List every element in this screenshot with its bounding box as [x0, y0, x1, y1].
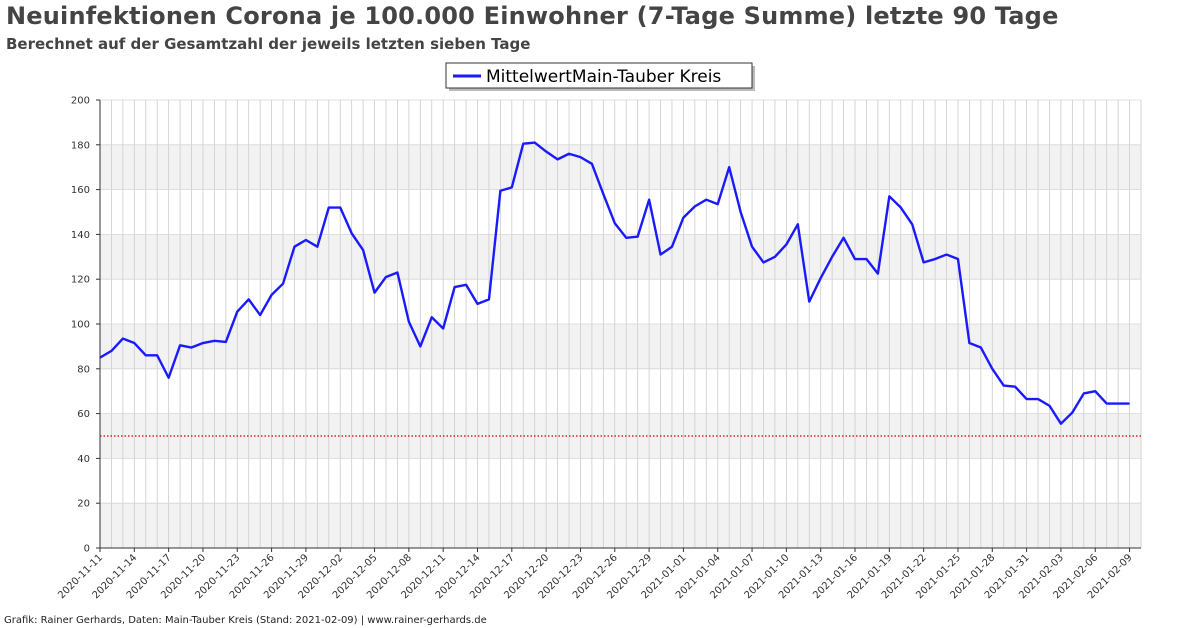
y-tick-label: 40 [77, 454, 90, 465]
background-band [100, 234, 1141, 280]
y-tick-label: 20 [77, 499, 90, 510]
background-band [100, 324, 1141, 369]
y-tick-label: 140 [71, 230, 90, 241]
chart-footer: Grafik: Rainer Gerhards, Daten: Main-Tau… [4, 615, 487, 626]
y-tick-label: 100 [71, 320, 90, 331]
background-band [100, 144, 1141, 190]
y-tick-label: 80 [77, 364, 90, 375]
y-tick-label: 200 [71, 96, 90, 107]
background-band [100, 413, 1141, 459]
legend-label: MittelwertMain-Tauber Kreis [486, 67, 721, 87]
series-layer [99, 141, 1130, 425]
background-bands [100, 144, 1141, 548]
y-tick-label: 0 [84, 544, 90, 555]
legend[interactable]: MittelwertMain-Tauber Kreis [445, 62, 755, 91]
chart-title: Neuinfektionen Corona je 100.000 Einwohn… [6, 2, 1059, 30]
chart-subtitle: Berechnet auf der Gesamtzahl der jeweils… [6, 35, 531, 53]
x-axis-ticks: 2020-11-112020-11-142020-11-172020-11-20… [56, 548, 1135, 601]
y-tick-label: 160 [71, 185, 90, 196]
y-tick-label: 180 [71, 140, 90, 151]
y-tick-label: 120 [71, 275, 90, 286]
y-tick-label: 60 [77, 409, 90, 420]
legend-box [445, 62, 753, 89]
y-axis-ticks: 0 20 40 60 80 100 120 140 160 180 200 [71, 96, 100, 555]
background-band [100, 503, 1141, 548]
